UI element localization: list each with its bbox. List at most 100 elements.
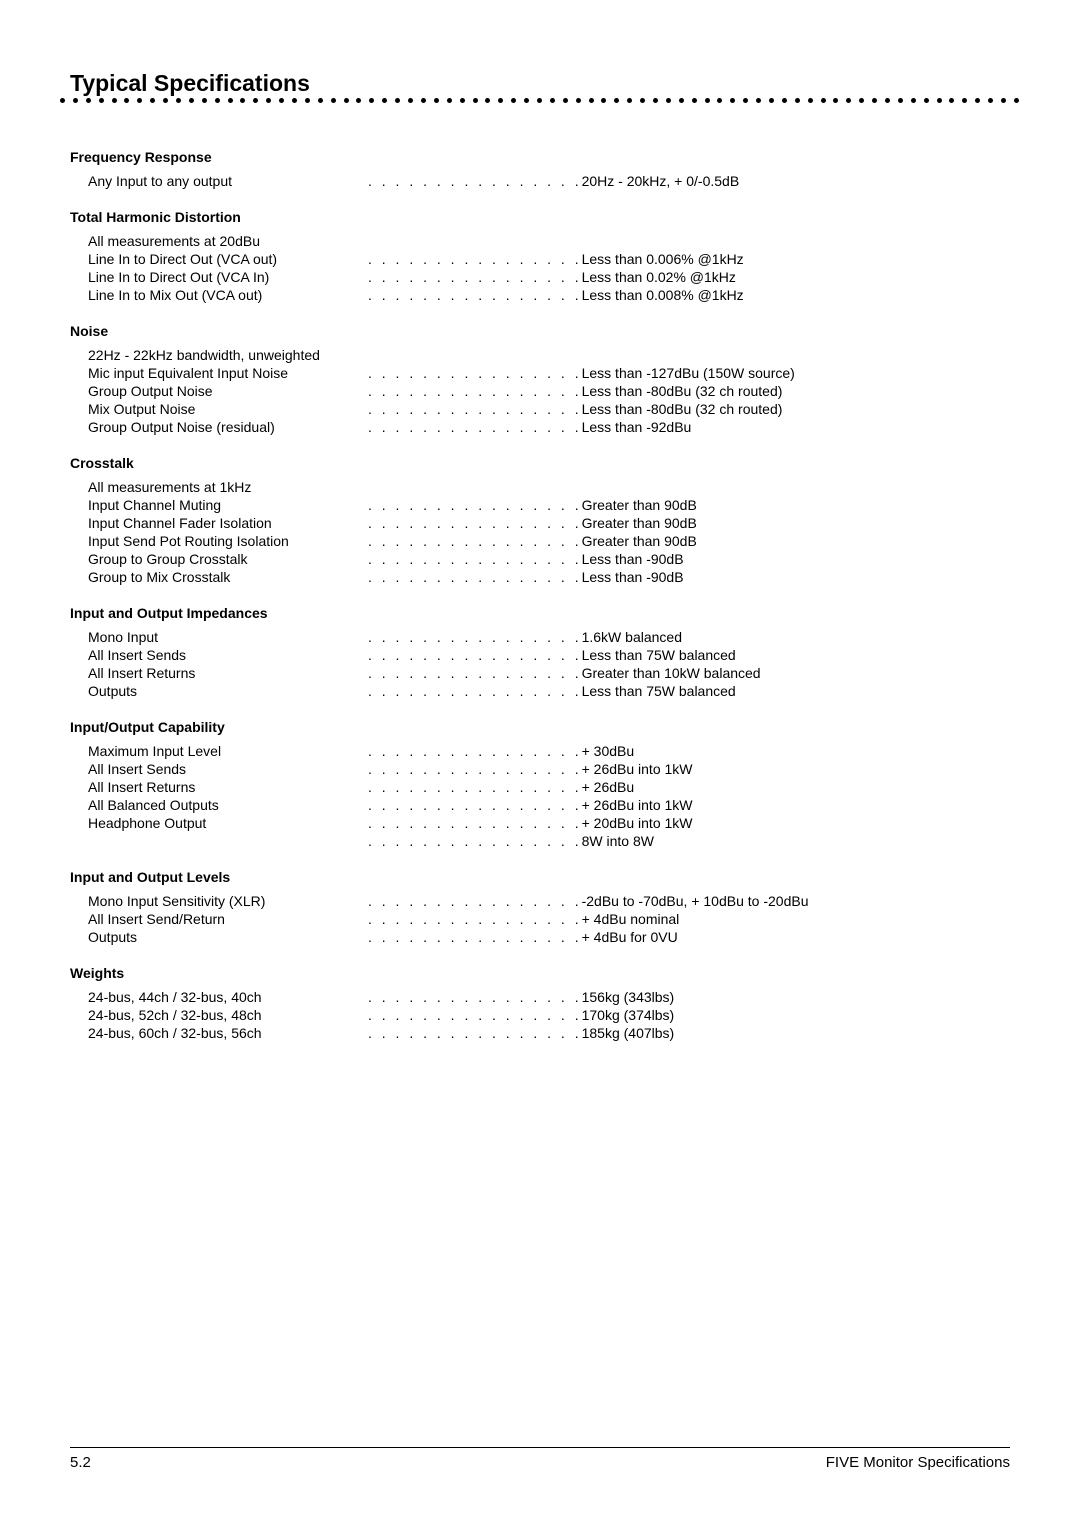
spec-row: Line In to Mix Out (VCA out). . . . . . … [70, 287, 1010, 303]
spec-value: Greater than 90dB [582, 497, 697, 513]
spec-dots: . . . . . . . . . . . . . . . . [368, 287, 582, 303]
spec-label [88, 833, 368, 849]
spec-value: + 26dBu [582, 779, 635, 795]
spec-label: Input Channel Muting [88, 497, 368, 513]
spec-section: Weights24-bus, 44ch / 32-bus, 40ch. . . … [70, 965, 1010, 1041]
spec-label: Mono Input [88, 629, 368, 645]
spec-value: Greater than 90dB [582, 515, 697, 531]
spec-value: Less than -90dB [582, 569, 684, 585]
spec-section: Total Harmonic Distortion All measurement… [70, 209, 1010, 303]
spec-dots: . . . . . . . . . . . . . . . . [368, 401, 582, 417]
spec-dots: . . . . . . . . . . . . . . . . [368, 533, 582, 549]
spec-value: Less than -80dBu (32 ch routed) [582, 383, 783, 399]
section-title: Input and Output Levels [70, 869, 1010, 885]
spec-dots: . . . . . . . . . . . . . . . . [368, 683, 582, 699]
spec-row: Input Channel Muting. . . . . . . . . . … [70, 497, 1010, 513]
spec-row: Input Send Pot Routing Isolation. . . . … [70, 533, 1010, 549]
spec-value: Less than -90dB [582, 551, 684, 567]
spec-row: Group to Group Crosstalk. . . . . . . . … [70, 551, 1010, 567]
spec-dots: . . . . . . . . . . . . . . . . [368, 647, 582, 663]
spec-dots: . . . . . . . . . . . . . . . . [368, 515, 582, 531]
spec-value: + 4dBu nominal [582, 911, 680, 927]
spec-value: 170kg (374lbs) [582, 1007, 675, 1023]
spec-dots: . . . . . . . . . . . . . . . . [368, 1007, 582, 1023]
section-title: Total Harmonic Distortion [70, 209, 1010, 225]
section-title: Input/Output Capability [70, 719, 1010, 735]
spec-value: Less than 0.006% @1kHz [582, 251, 744, 267]
spec-label: Outputs [88, 929, 368, 945]
spec-label: Headphone Output [88, 815, 368, 831]
spec-value: 185kg (407lbs) [582, 1025, 675, 1041]
spec-label: Group Output Noise (residual) [88, 419, 368, 435]
spec-dots: . . . . . . . . . . . . . . . . [368, 797, 582, 813]
section-title: Noise [70, 323, 1010, 339]
spec-section: Noise 22Hz - 22kHz bandwidth, unweighted M… [70, 323, 1010, 435]
spec-dots: . . . . . . . . . . . . . . . . [368, 551, 582, 567]
spec-label: Maximum Input Level [88, 743, 368, 759]
spec-value: -2dBu to -70dBu, + 10dBu to -20dBu [582, 893, 809, 909]
spec-row: Mic input Equivalent Input Noise. . . . … [70, 365, 1010, 381]
spec-label: Group Output Noise [88, 383, 368, 399]
spec-row: Line In to Direct Out (VCA In). . . . . … [70, 269, 1010, 285]
footer-page-number: 5.2 [70, 1454, 91, 1471]
spec-row: Group Output Noise (residual). . . . . .… [70, 419, 1010, 435]
spec-label: Group to Group Crosstalk [88, 551, 368, 567]
spec-row: All Insert Sends. . . . . . . . . . . . … [70, 761, 1010, 777]
spec-label: Line In to Mix Out (VCA out) [88, 287, 368, 303]
spec-dots: . . . . . . . . . . . . . . . . [368, 929, 582, 945]
spec-row: Group Output Noise. . . . . . . . . . . … [70, 383, 1010, 399]
spec-dots: . . . . . . . . . . . . . . . . [368, 779, 582, 795]
spec-label: Input Channel Fader Isolation [88, 515, 368, 531]
spec-dots: . . . . . . . . . . . . . . . . [368, 251, 582, 267]
spec-label: Any Input to any output [88, 173, 368, 189]
spec-dots: . . . . . . . . . . . . . . . . [368, 665, 582, 681]
spec-label: Mix Output Noise [88, 401, 368, 417]
spec-row: Maximum Input Level. . . . . . . . . . .… [70, 743, 1010, 759]
spec-value: Less than 75W balanced [582, 683, 736, 699]
spec-row: . . . . . . . . . . . . . . . .8W into 8… [70, 833, 1010, 849]
spec-dots: . . . . . . . . . . . . . . . . [368, 743, 582, 759]
spec-row: Outputs. . . . . . . . . . . . . . . .+ … [70, 929, 1010, 945]
spec-row: All Insert Sends. . . . . . . . . . . . … [70, 647, 1010, 663]
spec-row: Group to Mix Crosstalk. . . . . . . . . … [70, 569, 1010, 585]
spec-dots: . . . . . . . . . . . . . . . . [368, 419, 582, 435]
spec-label: Line In to Direct Out (VCA In) [88, 269, 368, 285]
spec-dots: . . . . . . . . . . . . . . . . [368, 1025, 582, 1041]
spec-label: 24-bus, 60ch / 32-bus, 56ch [88, 1025, 368, 1041]
spec-row: 24-bus, 52ch / 32-bus, 48ch. . . . . . .… [70, 1007, 1010, 1023]
spec-value: 1.6kW balanced [582, 629, 682, 645]
spec-label: 24-bus, 44ch / 32-bus, 40ch [88, 989, 368, 1005]
spec-label: All Insert Sends [88, 647, 368, 663]
spec-label: Outputs [88, 683, 368, 699]
spec-row: Mono Input. . . . . . . . . . . . . . . … [70, 629, 1010, 645]
spec-dots: . . . . . . . . . . . . . . . . [368, 365, 582, 381]
section-note: 22Hz - 22kHz bandwidth, unweighted [70, 347, 1010, 363]
spec-value: 156kg (343lbs) [582, 989, 675, 1005]
section-note: All measurements at 20dBu [70, 233, 1010, 249]
spec-row: 24-bus, 44ch / 32-bus, 40ch. . . . . . .… [70, 989, 1010, 1005]
section-title: Crosstalk [70, 455, 1010, 471]
spec-dots: . . . . . . . . . . . . . . . . [368, 383, 582, 399]
section-title: Frequency Response [70, 149, 1010, 165]
spec-value: + 4dBu for 0VU [582, 929, 678, 945]
spec-label: All Insert Send/Return [88, 911, 368, 927]
spec-row: Mix Output Noise. . . . . . . . . . . . … [70, 401, 1010, 417]
spec-dots: . . . . . . . . . . . . . . . . [368, 815, 582, 831]
spec-row: All Insert Returns. . . . . . . . . . . … [70, 665, 1010, 681]
spec-section: Input and Output Levels Mono Input Sensit… [70, 869, 1010, 945]
section-title: Weights [70, 965, 1010, 981]
page-title: Typical Specifications [70, 70, 1010, 97]
spec-value: Less than -127dBu (150W source) [582, 365, 795, 381]
footer-title: FIVE Monitor Specifications [826, 1454, 1010, 1471]
spec-row: 24-bus, 60ch / 32-bus, 56ch. . . . . . .… [70, 1025, 1010, 1041]
spec-value: + 26dBu into 1kW [582, 761, 693, 777]
spec-label: Line In to Direct Out (VCA out) [88, 251, 368, 267]
spec-row: Line In to Direct Out (VCA out). . . . .… [70, 251, 1010, 267]
spec-value: Less than 0.008% @1kHz [582, 287, 744, 303]
spec-row: All Insert Returns. . . . . . . . . . . … [70, 779, 1010, 795]
page-header: Typical Specifications [70, 70, 1010, 104]
spec-row: Outputs. . . . . . . . . . . . . . . .Le… [70, 683, 1010, 699]
spec-label: All Insert Sends [88, 761, 368, 777]
spec-row: Mono Input Sensitivity (XLR). . . . . . … [70, 893, 1010, 909]
spec-label: Mono Input Sensitivity (XLR) [88, 893, 368, 909]
